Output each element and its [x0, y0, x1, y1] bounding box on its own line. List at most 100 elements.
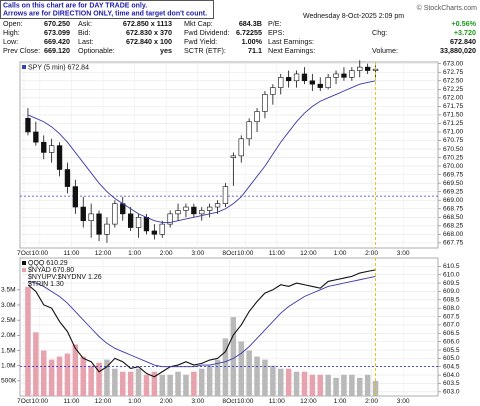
y-tick-label: 670.25 [443, 154, 464, 161]
legend-swatch [22, 268, 26, 272]
y-tick-label: 669.75 [443, 171, 464, 178]
candle-body [214, 203, 221, 208]
quote-label: Ask: [78, 19, 92, 28]
y-tick-label: 668.75 [443, 206, 464, 213]
volume-bar [222, 338, 229, 396]
x-tick-label: 11:00 [269, 250, 285, 257]
x-tick-label: 1:00 [128, 250, 141, 257]
credit: © StockCharts.com [417, 4, 478, 12]
candle-body [325, 77, 331, 88]
quote-value: +0.56% [451, 19, 476, 28]
quote-label: High: [3, 28, 20, 37]
volume-bar [309, 374, 316, 396]
candle-body [270, 87, 276, 95]
volume-bar [56, 356, 63, 396]
candle-body [333, 73, 339, 78]
volume-bar [246, 350, 252, 396]
candle-body [41, 141, 47, 153]
candle-body [238, 138, 244, 157]
volume-bar [356, 377, 363, 396]
x-tick-label: 1:00 [334, 398, 347, 405]
volume-bar [198, 368, 205, 396]
y-tick-label: 673.00 [443, 60, 464, 67]
x-tick-label: 2:00 [365, 398, 378, 405]
x-tick-label: 2:00 [160, 250, 173, 257]
volume-bar [341, 374, 347, 396]
x-tick-label: 2:00 [365, 250, 378, 257]
quote-label: P/E: [268, 19, 282, 28]
quote-value: 672.840 [450, 37, 476, 46]
candle-body [278, 77, 284, 88]
candle-body [199, 210, 205, 215]
volume-bar [206, 365, 213, 396]
x-tick-label: 7Oct [17, 250, 31, 257]
x-tick-label: 12:00 [300, 250, 317, 257]
quote-value: +3.720 [454, 28, 476, 37]
x-tick-label: 3:00 [191, 250, 204, 257]
quote-value: 684.3B [239, 19, 262, 28]
candle-body [159, 223, 165, 235]
y2-tick-label: 1.5M [1, 347, 16, 354]
y-tick-label: 604.5 [443, 363, 460, 370]
volume-bar [143, 374, 150, 396]
legend-swatch [22, 261, 26, 265]
candle-body [206, 206, 213, 211]
quote-value: 669.120 [44, 46, 70, 55]
date: Wednesday 8-Oct-2025 2:09 pm [303, 13, 404, 20]
quote-label: Fwd Yield: [184, 37, 217, 46]
quote-value: 6.72255 [236, 28, 262, 37]
candle-body [262, 94, 268, 112]
volume-bar [40, 350, 47, 396]
x-tick-label: 10:00 [32, 398, 49, 405]
quote-label: Last: [78, 37, 94, 46]
y-tick-label: 671.75 [443, 103, 464, 110]
y-tick-label: 669.50 [443, 180, 464, 187]
quote-label: Chg: [372, 28, 387, 37]
quote-value: 669.420 [44, 37, 70, 46]
volume-bar [88, 365, 94, 396]
y-tick-label: 672.00 [443, 95, 464, 102]
y-tick-label: 667.75 [443, 240, 464, 247]
quote-label: Last Earnings: [268, 37, 314, 46]
legend: $NYAD 670.80 [28, 267, 74, 274]
x-tick-label: 8Oct [222, 398, 236, 405]
candle-body [135, 216, 142, 228]
legend: QQQ 610.29 [28, 260, 68, 267]
y-tick-label: 672.75 [443, 69, 464, 76]
volume-bar [25, 286, 31, 396]
candle-body [104, 223, 110, 235]
y-tick-label: 670.75 [443, 137, 464, 144]
y-tick-label: 606.5 [443, 330, 460, 337]
volume-bar [238, 341, 245, 396]
x-tick-label: 11:00 [63, 398, 79, 405]
x-tick-label: 10:00 [237, 398, 254, 405]
quote-value: 1.00% [242, 37, 263, 46]
candle-body [112, 203, 118, 225]
candle-body [127, 213, 134, 228]
candle-body [64, 169, 71, 187]
y-tick-label: 672.25 [443, 86, 464, 93]
candle-body [222, 186, 229, 204]
volume-bar [191, 371, 197, 396]
quote-label: Fwd Dividend: [184, 28, 230, 37]
volume-bar [72, 344, 79, 396]
volume-bar [270, 365, 276, 396]
candle-body [254, 111, 260, 123]
volume-bar [175, 371, 181, 396]
candle-body [293, 73, 300, 82]
y-tick-label: 605.5 [443, 347, 460, 354]
candle-body [349, 70, 355, 78]
y-tick-label: 671.25 [443, 120, 464, 127]
candle-body [230, 155, 237, 158]
x-tick-label: 3:00 [191, 398, 204, 405]
y-tick-label: 669.25 [443, 188, 464, 195]
candle-body [183, 206, 189, 211]
candle-body [80, 206, 86, 221]
x-tick-label: 10:00 [237, 250, 254, 257]
quote-value: yes [160, 46, 172, 55]
candle-body [357, 66, 363, 71]
volume-bar [317, 374, 324, 396]
x-tick-label: 12:00 [300, 398, 317, 405]
candle-body [151, 230, 158, 235]
y-tick-label: 607.0 [443, 322, 460, 329]
